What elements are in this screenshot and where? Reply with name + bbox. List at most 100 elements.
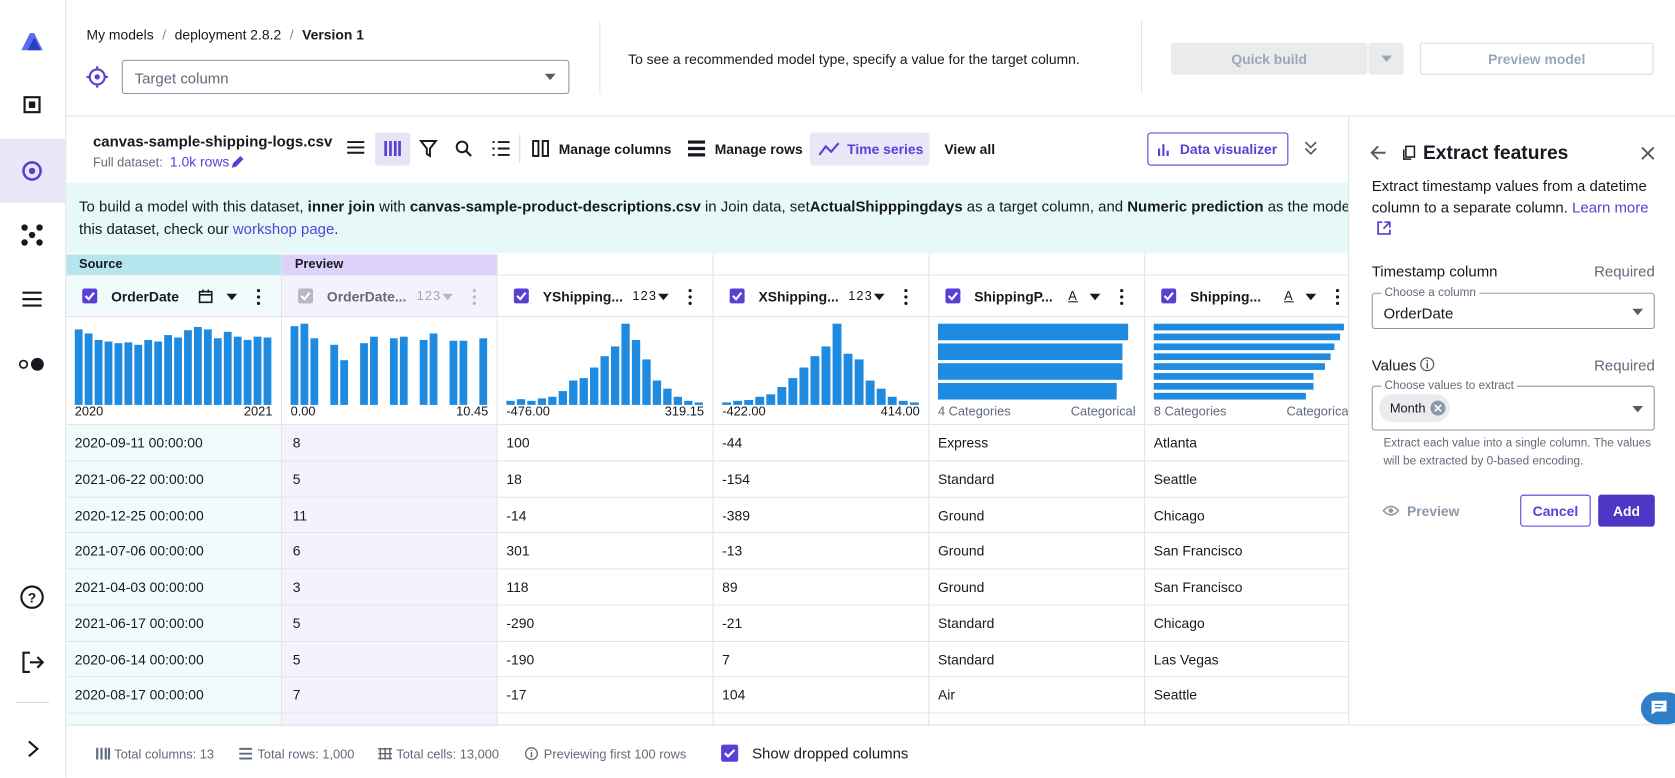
table-cell: Standard: [929, 605, 1145, 641]
dot: [473, 295, 476, 298]
kebab-menu[interactable]: [472, 290, 476, 305]
chat-button[interactable]: [1641, 692, 1675, 724]
info-icon[interactable]: [1420, 357, 1435, 372]
text: .: [334, 220, 338, 237]
histogram-bar: [254, 337, 262, 405]
table-cell: Standard: [929, 642, 1145, 678]
quick-build-menu[interactable]: [1368, 43, 1403, 75]
values-select[interactable]: Choose values to extract Month: [1372, 386, 1655, 431]
summary-max: Categorical: [1071, 404, 1136, 419]
kebab-menu[interactable]: [256, 290, 260, 305]
column-menu[interactable]: [658, 294, 669, 300]
checkbox-checked[interactable]: [721, 745, 738, 762]
show-dropped-columns[interactable]: Show dropped columns: [752, 745, 908, 762]
learn-more[interactable]: Learn more: [1572, 199, 1648, 216]
info-banner: To build a model with this dataset, inne…: [66, 183, 1348, 254]
data-visualizer-button[interactable]: Data visualizer: [1147, 132, 1288, 165]
search-icon[interactable]: [455, 140, 472, 157]
preview-model-button[interactable]: Preview model: [1420, 43, 1654, 75]
column-menu[interactable]: [874, 294, 885, 300]
quick-build-button[interactable]: Quick build: [1171, 43, 1368, 75]
table-cell: 2021-07-06 00:00:00: [66, 533, 282, 569]
kebab-menu[interactable]: [688, 290, 692, 305]
rows-link[interactable]: 1.0k rows: [170, 154, 229, 170]
checkbox[interactable]: [1161, 288, 1176, 303]
category-bar: [1154, 353, 1331, 360]
summary-chart: [66, 317, 282, 405]
group-header: Preview: [282, 254, 498, 275]
filter-icon[interactable]: [420, 140, 437, 157]
table-cell: -154: [714, 461, 930, 497]
close-icon[interactable]: [1641, 146, 1655, 160]
histogram-bar: [330, 345, 338, 405]
checkbox[interactable]: [82, 288, 97, 303]
manage-columns[interactable]: Manage columns: [559, 141, 672, 157]
checkbox[interactable]: [514, 288, 529, 303]
kebab-menu[interactable]: [1335, 290, 1339, 305]
nav-icon[interactable]: [20, 93, 44, 117]
edit-icon[interactable]: [231, 155, 245, 169]
target-select[interactable]: Target column: [122, 60, 570, 94]
summary-chart: [1145, 317, 1348, 405]
column-menu[interactable]: [1090, 294, 1101, 300]
add-button[interactable]: Add: [1598, 495, 1655, 527]
dot: [257, 295, 260, 298]
type-label: 123: [632, 288, 657, 303]
kebab-menu[interactable]: [1120, 290, 1124, 305]
logout-icon[interactable]: [20, 650, 46, 676]
checkbox[interactable]: [730, 288, 745, 303]
nav-icon[interactable]: [20, 287, 44, 311]
crumb[interactable]: deployment 2.8.2: [175, 27, 282, 43]
crumb[interactable]: My models: [87, 27, 154, 43]
preview-button[interactable]: Preview: [1407, 503, 1460, 519]
category-bar: [1154, 334, 1340, 341]
column-menu[interactable]: [442, 294, 453, 300]
type-label: 123: [848, 288, 873, 303]
back-icon[interactable]: [1371, 145, 1387, 160]
histogram-bar: [224, 332, 232, 405]
expand-icon[interactable]: [26, 739, 41, 758]
group-header: [929, 254, 1145, 275]
column-select[interactable]: Choose a column OrderDate: [1372, 293, 1655, 329]
kebab-menu[interactable]: [904, 290, 908, 305]
caret: [1381, 56, 1392, 62]
text: as a target column, and: [963, 198, 1128, 215]
view-all[interactable]: View all: [944, 141, 995, 157]
rows-icon[interactable]: [688, 140, 705, 157]
help-icon[interactable]: ?: [19, 584, 45, 610]
histogram-bar: [95, 340, 103, 405]
column-menu[interactable]: [226, 294, 237, 300]
table-cell: Seattle: [1145, 678, 1348, 714]
column-menu[interactable]: [1305, 294, 1316, 300]
histogram-bar: [340, 360, 348, 405]
list-view-icon[interactable]: [347, 140, 364, 155]
nav-icon[interactable]: [20, 223, 44, 247]
manage-rows[interactable]: Manage rows: [715, 141, 803, 157]
text: inner join: [308, 198, 375, 215]
summary-max: Categorical: [1287, 404, 1349, 419]
summary-chart: [498, 317, 714, 405]
total-rows: Total rows: 1,000: [257, 747, 354, 762]
legend: Choose values to extract: [1381, 379, 1517, 392]
columns-icon[interactable]: [532, 140, 549, 157]
cancel-button[interactable]: Cancel: [1520, 495, 1591, 527]
time-series-tab[interactable]: Time series: [810, 132, 930, 165]
caret: [874, 294, 885, 300]
steps-icon[interactable]: [491, 140, 509, 157]
separator: /: [162, 27, 166, 43]
category-bar: [1154, 324, 1344, 331]
collapse-icon[interactable]: [1304, 141, 1317, 156]
table-cell: -44: [714, 425, 930, 461]
column-summary: -476.00319.15: [498, 317, 714, 425]
summary-max: 414.00: [881, 404, 920, 419]
checkbox[interactable]: [945, 288, 960, 303]
column-name: OrderDate: [111, 288, 179, 304]
table-cell: 8: [282, 425, 498, 461]
chip-remove[interactable]: [1430, 401, 1445, 416]
external-icon[interactable]: [1377, 221, 1391, 235]
workshop-link[interactable]: workshop page: [233, 220, 334, 237]
nav-icon[interactable]: [20, 159, 44, 183]
grid-view-selected[interactable]: [375, 132, 410, 165]
nav-icon[interactable]: [18, 353, 46, 377]
dot: [257, 302, 260, 305]
